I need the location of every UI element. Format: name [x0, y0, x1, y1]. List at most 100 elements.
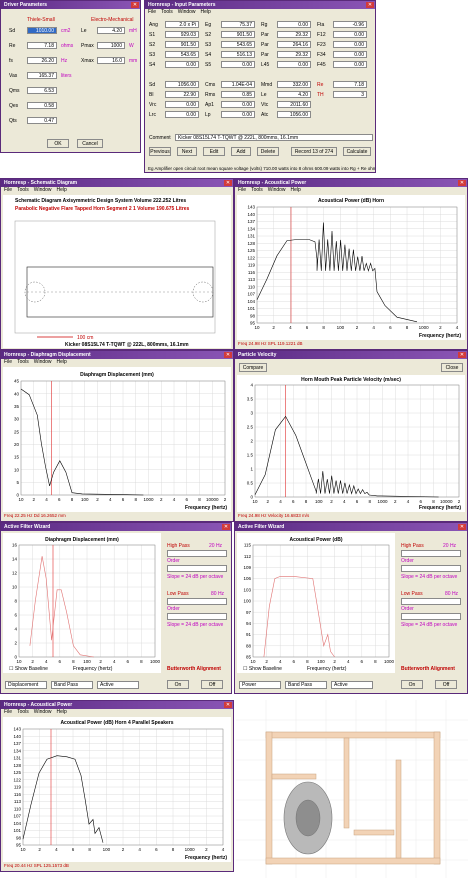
filter-select[interactable]: Power	[239, 681, 281, 689]
input-value[interactable]: 0.00	[333, 31, 367, 38]
input-value[interactable]: 332.00	[277, 81, 311, 88]
input-value[interactable]: 264.16	[277, 41, 311, 48]
close-button[interactable]: Close	[441, 363, 463, 372]
menu-window[interactable]: Window	[33, 187, 52, 193]
input-value[interactable]: 2011.60	[277, 101, 311, 108]
input-value[interactable]: 22.90	[165, 91, 199, 98]
high-pass-slider[interactable]	[401, 550, 461, 557]
input-value[interactable]: 1056.00	[277, 111, 311, 118]
close-icon[interactable]: ✕	[366, 2, 374, 8]
menu-tools[interactable]: Tools	[251, 187, 263, 193]
input-button[interactable]: Record 13 of 274	[291, 147, 337, 156]
afw2-show-baseline[interactable]: ☐ Show Baseline	[243, 666, 282, 672]
input-value[interactable]: 2.0 x Pi	[165, 21, 199, 28]
input-button[interactable]: Add	[231, 147, 251, 156]
input-value[interactable]: 0.00	[277, 21, 311, 28]
input-value[interactable]: 901.50	[165, 41, 199, 48]
input-value[interactable]: 29.32	[277, 51, 311, 58]
input-value[interactable]: 0.85	[221, 91, 255, 98]
menu-tools[interactable]: Tools	[17, 187, 29, 193]
input-value[interactable]: 1056.00	[165, 81, 199, 88]
menu-help[interactable]: Help	[56, 359, 67, 365]
param-value[interactable]: 6.53	[27, 87, 57, 94]
param-value[interactable]: 0.58	[27, 102, 57, 109]
menu-file[interactable]: File	[4, 359, 13, 365]
low-pass-slider[interactable]	[401, 598, 461, 605]
input-value[interactable]: 543.65	[165, 51, 199, 58]
input-value[interactable]: 0.00	[277, 61, 311, 68]
close-icon[interactable]: ✕	[224, 352, 232, 358]
input-value[interactable]: 0.00	[165, 61, 199, 68]
cancel-button[interactable]: Cancel	[77, 139, 103, 148]
on-button[interactable]: On	[167, 680, 189, 689]
param-value-2[interactable]: 16.0	[97, 57, 125, 64]
input-value[interactable]: 29.32	[277, 31, 311, 38]
input-value[interactable]: -0.96	[333, 21, 367, 28]
param-value[interactable]: 7.18	[27, 42, 57, 49]
input-value[interactable]: 0.00	[221, 61, 255, 68]
input-value[interactable]: 901.50	[221, 31, 255, 38]
menu-help[interactable]: Help	[56, 187, 67, 193]
input-value[interactable]: 3	[333, 91, 367, 98]
menu-item[interactable]: Help	[200, 9, 211, 15]
input-value[interactable]: 543.65	[221, 41, 255, 48]
param-value[interactable]: 165.37	[27, 72, 57, 79]
input-button[interactable]: Previous	[149, 147, 171, 156]
input-value[interactable]: 0.00	[221, 101, 255, 108]
menu-window[interactable]: Window	[33, 359, 52, 365]
input-value[interactable]: 0.00	[221, 111, 255, 118]
param-value[interactable]: 26.20	[27, 57, 57, 64]
param-value[interactable]: 1010.00	[27, 27, 57, 34]
on-button[interactable]: On	[401, 680, 423, 689]
close-icon[interactable]: ✕	[131, 2, 139, 8]
input-button[interactable]: Calculate	[343, 147, 371, 156]
menu-window[interactable]: Window	[33, 709, 52, 715]
filter-select[interactable]: Band Pass	[285, 681, 327, 689]
input-value[interactable]: 0.00	[165, 101, 199, 108]
ok-button[interactable]: OK	[47, 139, 69, 148]
input-button[interactable]: Next	[177, 147, 197, 156]
close-icon[interactable]: ✕	[222, 524, 230, 530]
order-slider[interactable]	[401, 613, 461, 620]
input-value[interactable]: 516.13	[221, 51, 255, 58]
off-button[interactable]: Off	[435, 680, 457, 689]
comment-field[interactable]: Kicker 08S15L74 T-TQWT @ 222L, 800mms, 1…	[175, 134, 373, 141]
menu-file[interactable]: File	[4, 187, 13, 193]
filter-select[interactable]: Band Pass	[51, 681, 93, 689]
close-icon[interactable]: ✕	[458, 524, 466, 530]
input-value[interactable]: 75.37	[221, 21, 255, 28]
menu-help[interactable]: Help	[56, 709, 67, 715]
compare-button[interactable]: Compare	[239, 363, 267, 372]
order-slider[interactable]	[167, 613, 227, 620]
menu-window[interactable]: Window	[267, 187, 286, 193]
close-icon[interactable]: ✕	[224, 180, 232, 186]
input-value[interactable]: 929.03	[165, 31, 199, 38]
menu-file[interactable]: File	[4, 709, 13, 715]
menu-item[interactable]: Tools	[161, 9, 173, 15]
menu-tools[interactable]: Tools	[17, 359, 29, 365]
off-button[interactable]: Off	[201, 680, 223, 689]
afw1-show-baseline[interactable]: ☐ Show Baseline	[9, 666, 48, 672]
input-button[interactable]: Delete	[257, 147, 279, 156]
close-icon[interactable]: ✕	[224, 702, 232, 708]
input-value[interactable]: 4.20	[277, 91, 311, 98]
input-value[interactable]: 0.00	[333, 51, 367, 58]
param-value[interactable]: 0.47	[27, 117, 57, 124]
order-slider[interactable]	[167, 565, 227, 572]
menu-tools[interactable]: Tools	[17, 709, 29, 715]
menu-item[interactable]: Window	[177, 9, 196, 15]
menu-item[interactable]: File	[148, 9, 157, 15]
order-slider[interactable]	[401, 565, 461, 572]
input-value[interactable]: 0.00	[333, 41, 367, 48]
input-button[interactable]: Edit	[203, 147, 225, 156]
filter-select[interactable]: Displacement	[5, 681, 47, 689]
close-icon[interactable]: ✕	[458, 352, 466, 358]
filter-select[interactable]: Active	[97, 681, 139, 689]
high-pass-slider[interactable]	[167, 550, 227, 557]
input-value[interactable]: 0.00	[333, 61, 367, 68]
input-value[interactable]: 1.04E-04	[221, 81, 255, 88]
menu-file[interactable]: File	[238, 187, 247, 193]
param-value-2[interactable]: 4.20	[97, 27, 125, 34]
menu-help[interactable]: Help	[290, 187, 301, 193]
input-value[interactable]: 7.18	[333, 81, 367, 88]
